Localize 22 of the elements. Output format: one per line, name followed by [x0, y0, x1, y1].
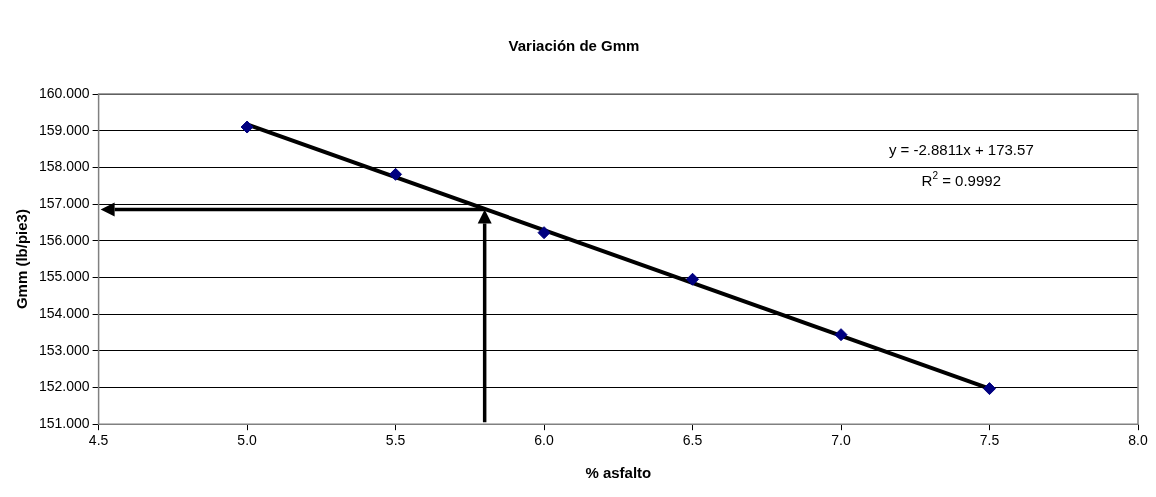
x-tick-label: 6.5 — [682, 432, 703, 449]
x-axis-title: % asfalto — [585, 464, 652, 482]
y-axis-title: Gmm (lb/pie3) — [13, 209, 31, 310]
y-tick-label: 151.000 — [39, 415, 90, 432]
x-tick-label: 8.0 — [1128, 432, 1148, 449]
annotation: y = -2.8811x + 173.57 — [888, 140, 1034, 158]
y-tick-label: 157.000 — [39, 194, 90, 211]
y-tick-label: 156.000 — [39, 231, 90, 248]
y-tick-label: 159.000 — [39, 121, 90, 138]
x-tick-label: 7.5 — [979, 432, 1000, 449]
y-tick-label: 153.000 — [39, 341, 90, 358]
y-tick-label: 160.000 — [39, 84, 90, 101]
x-tick-label: 5.0 — [237, 432, 258, 449]
x-tick-label: 7.0 — [831, 432, 851, 449]
x-tick-label: 5.5 — [385, 432, 406, 449]
y-tick-label: 155.000 — [39, 268, 90, 285]
x-tick-label: 4.5 — [88, 432, 109, 449]
y-tick-label: 152.000 — [39, 378, 90, 395]
chart-title: Variación de Gmm — [508, 37, 640, 55]
y-tick-label: 154.000 — [39, 304, 90, 321]
y-tick-label: 158.000 — [39, 158, 90, 175]
x-tick-label: 6.0 — [534, 432, 554, 449]
